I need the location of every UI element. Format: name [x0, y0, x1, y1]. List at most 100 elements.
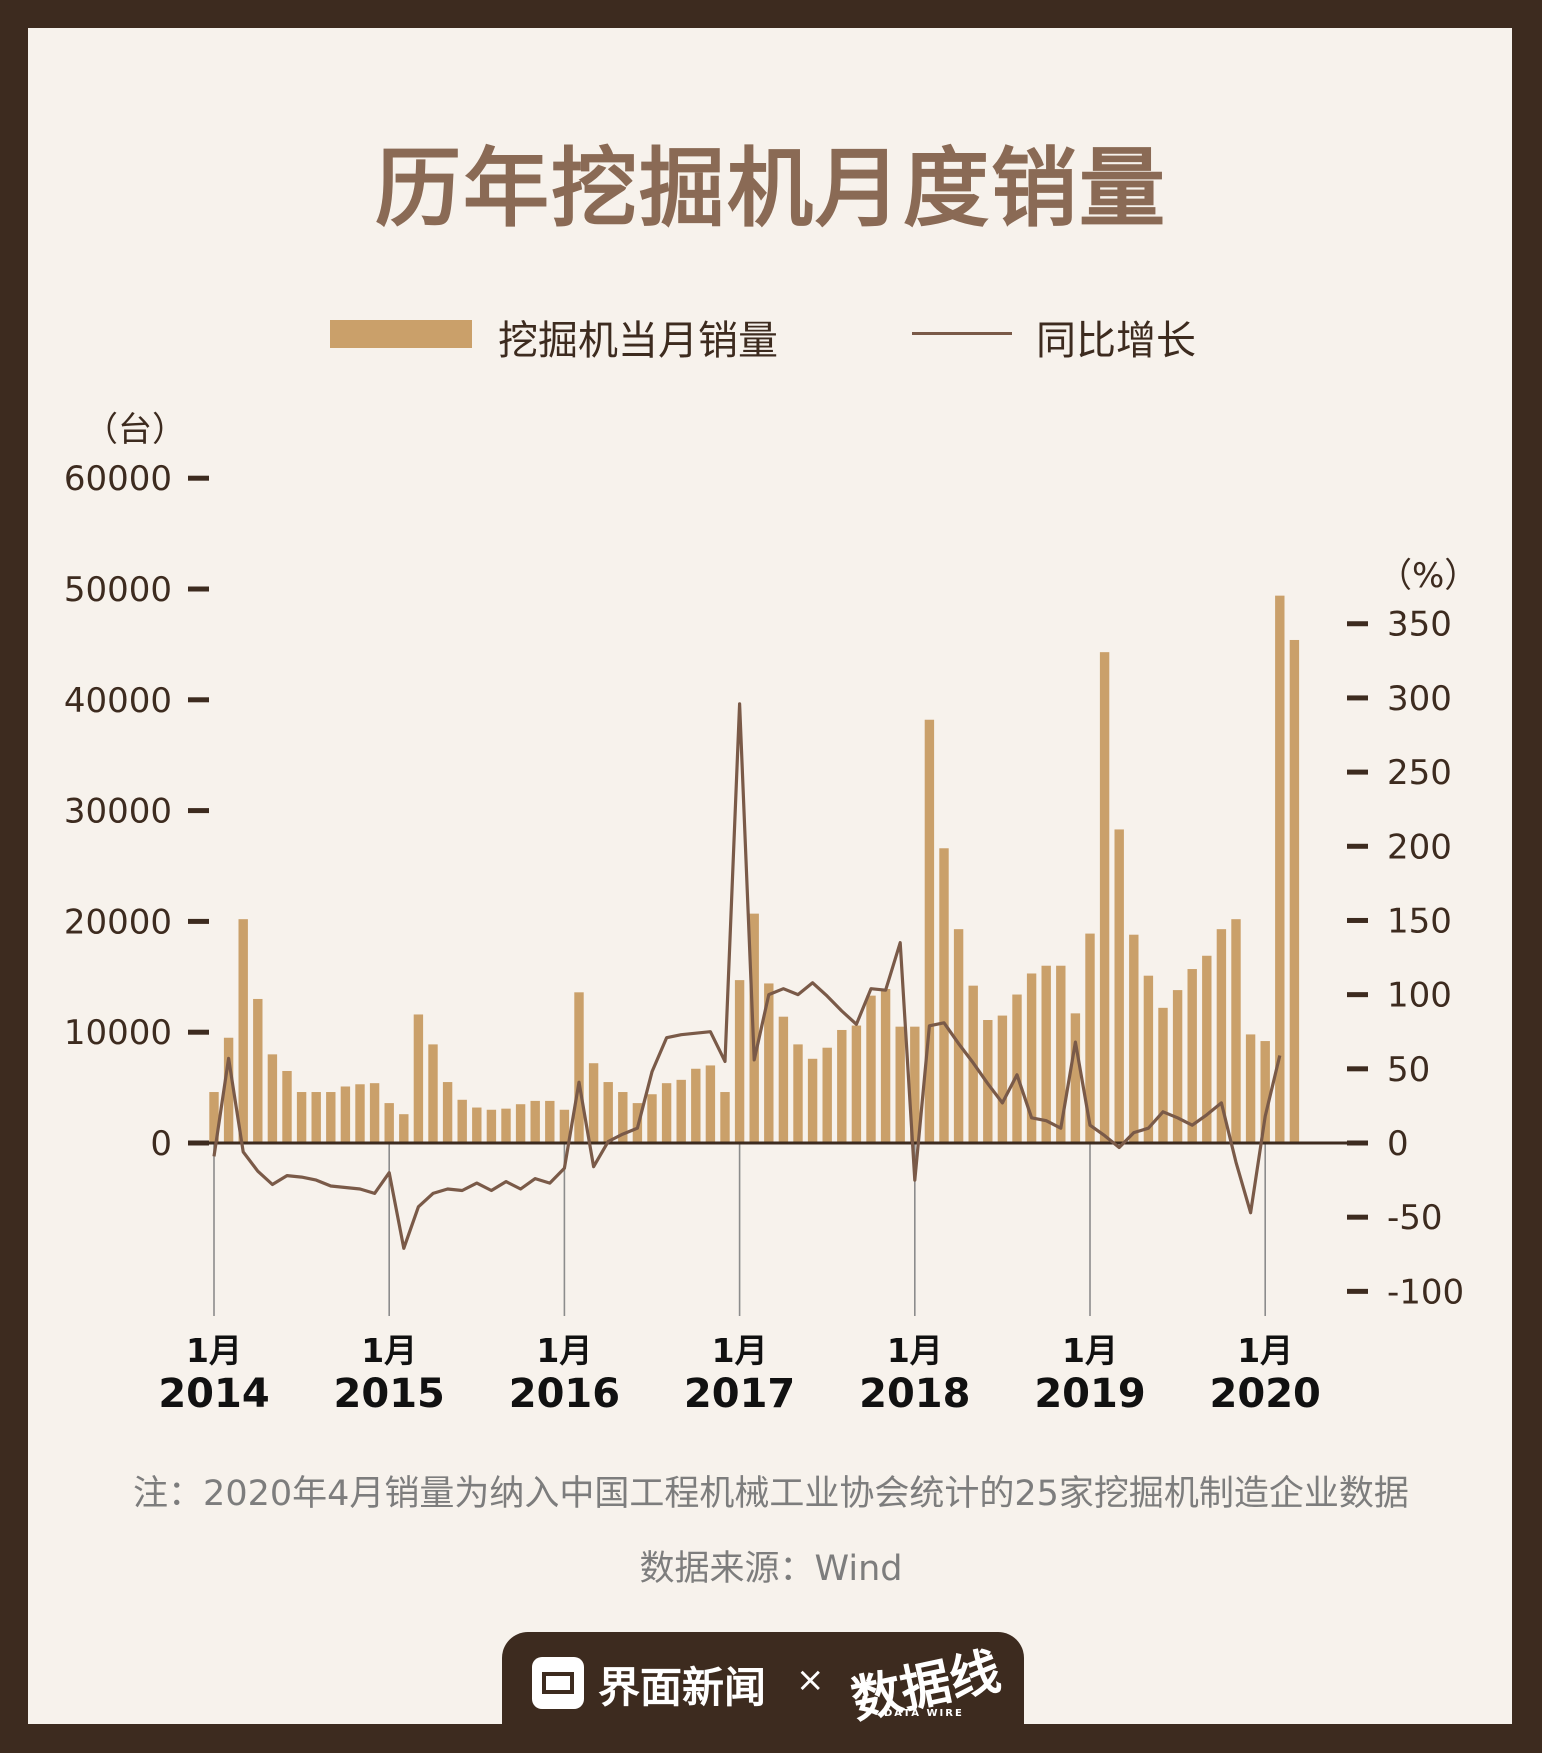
sales-bar	[1099, 652, 1110, 1143]
right-axis-unit: （%）	[1378, 556, 1479, 596]
sales-bar	[1275, 595, 1285, 1143]
sales-bar	[924, 719, 935, 1143]
sales-bar	[1245, 1034, 1256, 1143]
x-tick-month-label: 1月	[186, 1331, 242, 1370]
brand-logo-icon	[532, 1657, 584, 1709]
sales-bar	[253, 998, 263, 1143]
x-axis-labels: 1月20141月20151月20161月20171月20181月20191月20…	[158, 1331, 1321, 1417]
right-tick-mark	[1347, 917, 1368, 923]
x-tick-year-label: 2018	[859, 1371, 970, 1417]
sales-bar	[1187, 969, 1197, 1143]
x-tick-month-label: 1月	[1237, 1331, 1293, 1370]
right-tick-label: -100	[1387, 1272, 1464, 1312]
right-tick-mark	[1347, 1214, 1368, 1220]
right-tick-label: 0	[1387, 1124, 1409, 1164]
left-tick-mark	[188, 697, 209, 703]
sales-bar	[1216, 929, 1227, 1143]
sales-bar	[501, 1108, 511, 1143]
sales-bar	[953, 929, 964, 1143]
sales-bar	[851, 1025, 862, 1143]
sales-bar	[428, 1044, 438, 1143]
sales-bar	[530, 1100, 540, 1143]
sales-bar	[880, 988, 891, 1143]
sales-bar	[734, 980, 745, 1143]
sales-bar	[691, 1068, 701, 1143]
sales-bar	[442, 1082, 453, 1143]
sales-bar	[588, 1063, 599, 1143]
sales-bar	[545, 1100, 555, 1143]
left-tick-label: 50000	[64, 570, 172, 610]
sales-bar	[1202, 955, 1212, 1143]
sales-bar	[1260, 1041, 1270, 1143]
footer-brand: 界面新闻	[598, 1663, 767, 1712]
x-tick-month-label: 1月	[712, 1331, 768, 1370]
right-tick-mark	[1347, 695, 1368, 701]
sales-bar	[1289, 639, 1300, 1143]
x-tick-year-label: 2020	[1210, 1371, 1321, 1417]
sales-bar	[1026, 973, 1037, 1143]
sales-bar	[223, 1037, 234, 1143]
sales-bar	[413, 1014, 424, 1143]
sales-bar	[1158, 1007, 1168, 1143]
datawire-logo-sub: DATA WIRE	[884, 1708, 964, 1719]
right-tick-mark	[1347, 1288, 1368, 1294]
sales-bar	[369, 1083, 380, 1143]
left-axis-unit: （台）	[84, 410, 186, 450]
x-tick-year-label: 2016	[509, 1371, 620, 1417]
left-tick-label: 40000	[64, 681, 172, 721]
sales-bar	[822, 1047, 832, 1143]
yoy-growth-line	[212, 702, 1282, 1250]
sales-bar	[778, 1016, 789, 1143]
right-tick-mark	[1347, 769, 1368, 775]
sales-bar	[1041, 965, 1051, 1143]
sales-bar	[866, 995, 876, 1143]
sales-bar	[1114, 829, 1124, 1143]
sales-bar	[296, 1092, 307, 1143]
left-tick-label: 0	[150, 1124, 172, 1164]
chart-title: 历年挖掘机月度销量	[375, 139, 1167, 239]
sales-bar	[1070, 1013, 1081, 1143]
sales-bar	[910, 1026, 920, 1143]
left-tick-label: 10000	[64, 1013, 172, 1053]
sales-bar	[895, 1026, 905, 1143]
sales-bar	[997, 1015, 1008, 1143]
right-tick-mark	[1347, 992, 1368, 998]
right-tick-label: -50	[1387, 1198, 1443, 1238]
legend-bar-swatch	[330, 320, 472, 348]
right-tick-label: 250	[1387, 753, 1452, 793]
sales-bar	[661, 1083, 672, 1143]
sales-bar	[282, 1070, 292, 1143]
left-axis: 60000 50000 40000 30000 20000 10000 0	[64, 459, 209, 1164]
sales-bar	[355, 1084, 365, 1143]
right-tick-label: 350	[1387, 605, 1452, 645]
sales-bar	[676, 1079, 686, 1143]
x-tick-month-label: 1月	[887, 1331, 943, 1370]
sales-bar	[618, 1092, 628, 1143]
sales-bar	[574, 992, 584, 1143]
sales-bar	[1056, 965, 1066, 1143]
left-tick-mark	[188, 475, 209, 481]
sales-bar	[326, 1092, 336, 1143]
sales-bar	[793, 1044, 803, 1143]
right-tick-mark	[1347, 843, 1368, 849]
sales-bar	[457, 1099, 467, 1143]
sales-bar	[939, 848, 949, 1143]
legend-bar-label: 挖掘机当月销量	[498, 318, 778, 364]
sales-bar	[209, 1092, 219, 1143]
x-tick-year-label: 2015	[334, 1371, 445, 1417]
sales-bar	[384, 1103, 394, 1143]
left-tick-mark	[188, 808, 209, 814]
right-tick-label: 100	[1387, 976, 1452, 1016]
footnote: 注：2020年4月销量为纳入中国工程机械工业协会统计的25家挖掘机制造企业数据	[133, 1474, 1409, 1514]
sales-bar	[720, 1092, 730, 1143]
chart-panel	[28, 28, 1512, 1724]
sales-bar	[559, 1109, 570, 1143]
x-tick-year-label: 2019	[1034, 1371, 1145, 1417]
right-axis: 350 300 250 200 150 100 50 0 -50 -100	[1347, 605, 1464, 1312]
sales-bar	[1172, 990, 1183, 1143]
right-tick-mark	[1347, 1066, 1368, 1072]
right-tick-label: 50	[1387, 1050, 1430, 1090]
right-tick-label: 300	[1387, 679, 1452, 719]
sales-bar	[764, 983, 774, 1143]
x-tick-year-label: 2014	[158, 1371, 269, 1417]
